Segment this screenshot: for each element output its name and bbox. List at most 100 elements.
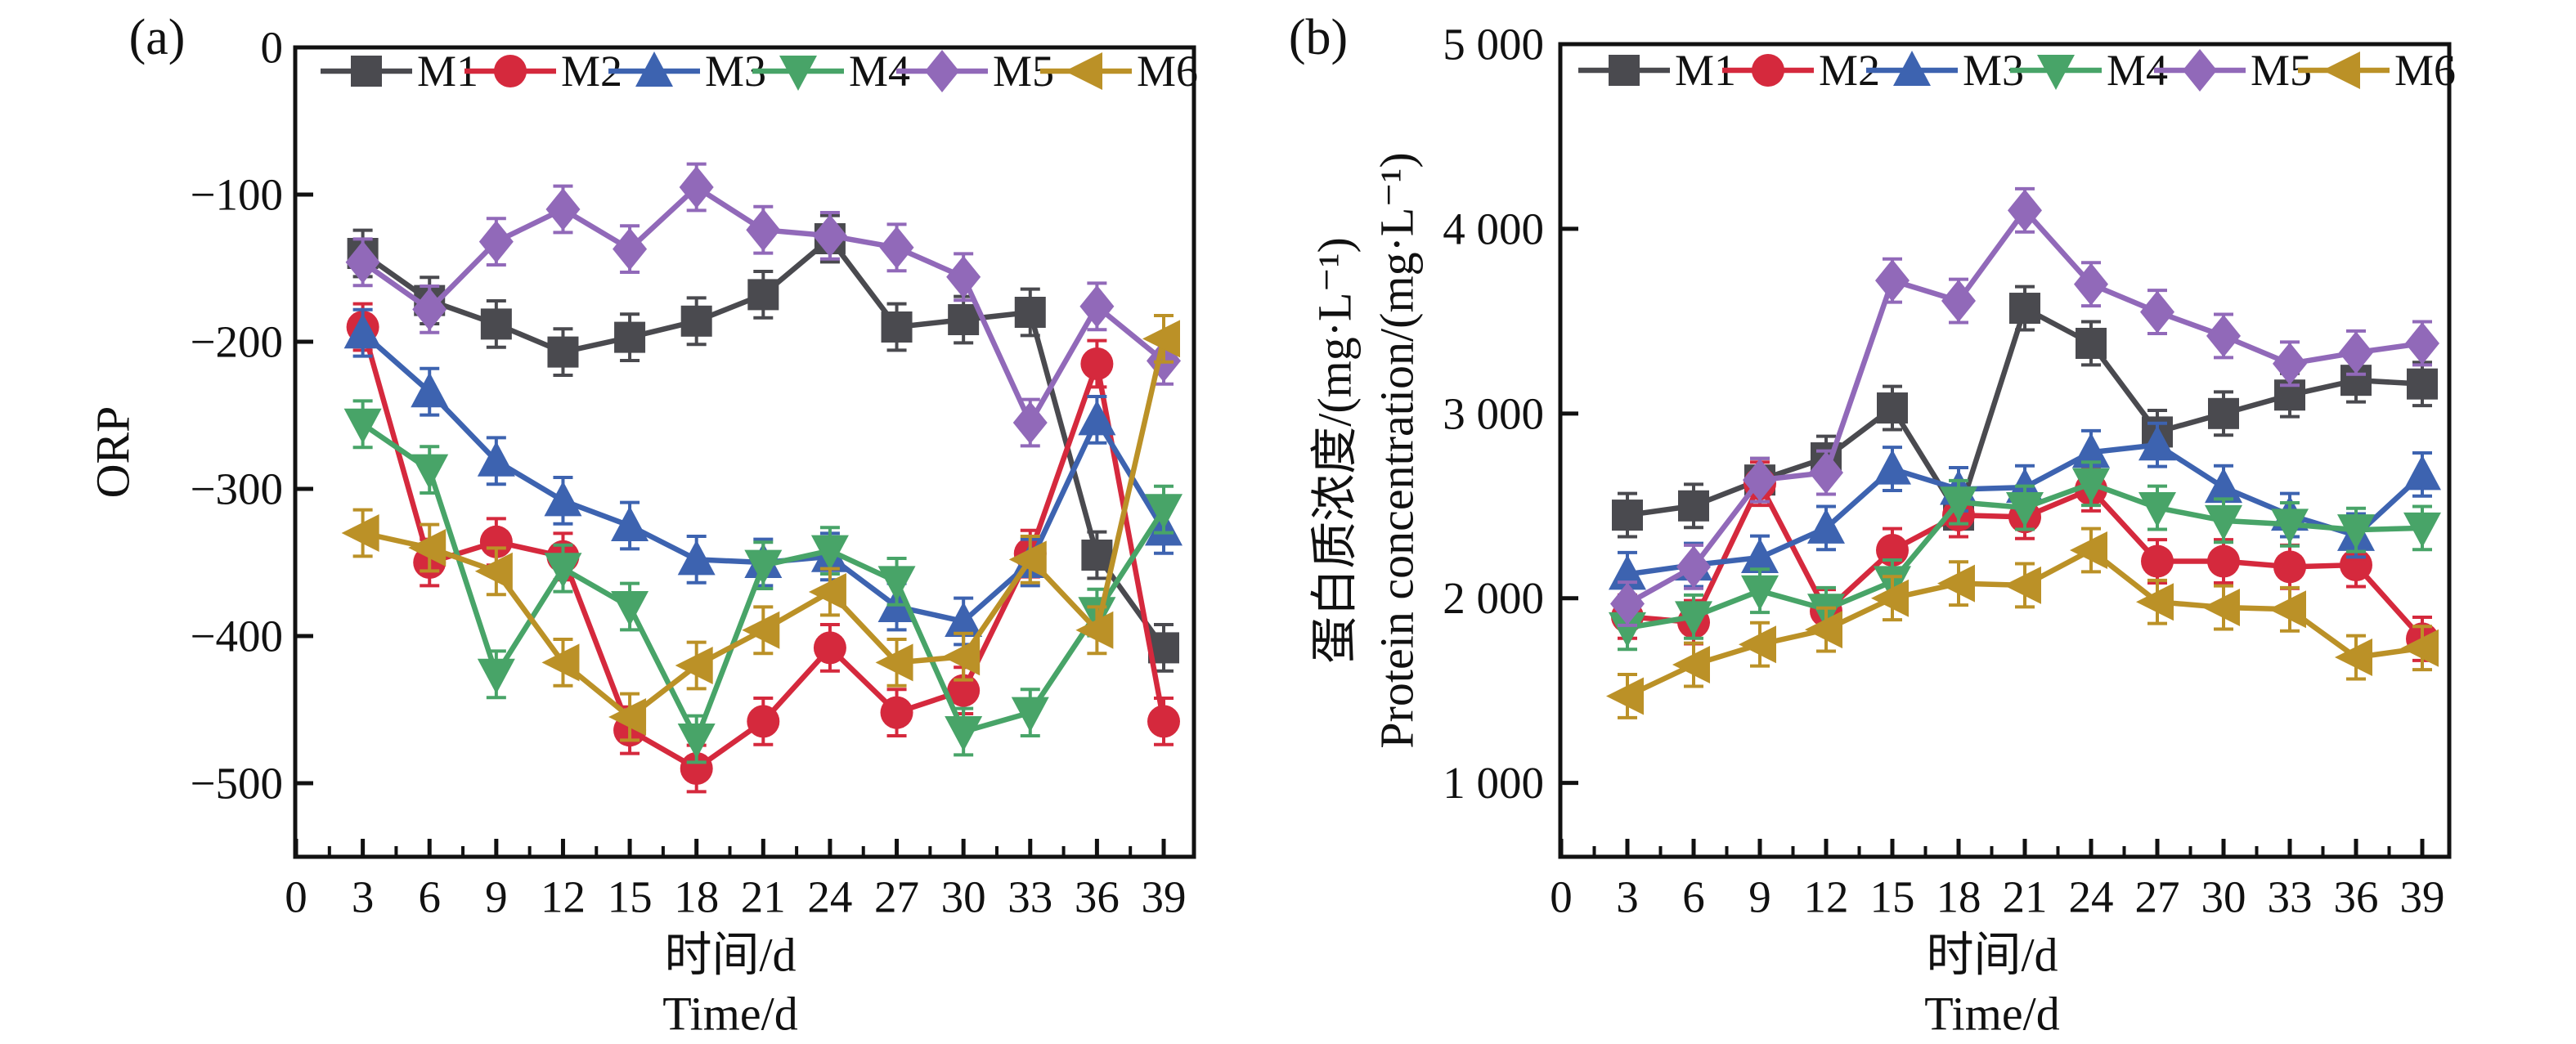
triangle-up-marker-icon (2205, 468, 2242, 504)
triangle-down-marker-icon (2138, 492, 2176, 528)
legend-item-M5: M5 (2154, 46, 2312, 95)
triangle-down-marker-icon (611, 591, 649, 626)
diamond-marker-icon (2074, 262, 2108, 306)
panel-a-x-tick-label: 0 (285, 872, 307, 922)
square-marker-icon (747, 279, 779, 311)
diamond-marker-icon (2273, 342, 2307, 385)
diamond-marker-icon (2008, 189, 2042, 232)
triangle-left-marker-icon (1075, 611, 1114, 649)
triangle-left-marker-icon (408, 529, 447, 567)
triangle-left-marker-icon (1672, 646, 1710, 684)
triangle-down-marker-icon (1741, 575, 1779, 611)
diamond-marker-icon (2339, 331, 2373, 374)
panel-a-series-M1 (347, 213, 1179, 673)
square-marker-icon (614, 321, 646, 353)
panel-a-y-tick-label: −100 (190, 170, 283, 220)
panel-b-x-tick-label: 3 (1616, 872, 1639, 922)
panel-b-x-title-cn: 时间/d (1926, 929, 2058, 982)
triangle-down-marker-icon (1940, 486, 1977, 522)
panel-a-x-tick-label: 39 (1142, 872, 1187, 922)
panel-a-y-tick-label: −500 (190, 759, 283, 809)
triangle-left-marker-icon (2269, 590, 2306, 629)
panel-b-x-axis: 0 3 6 9 12 15 18 21 24 27 30 33 36 39 (1550, 839, 2445, 922)
triangle-up-marker-icon (1893, 51, 1931, 86)
panel-a-y-title: ORP (87, 406, 140, 499)
triangle-down-marker-icon (2403, 512, 2441, 548)
diamond-marker-icon (812, 214, 847, 258)
panel-b-x-tick-label: 21 (2003, 872, 2048, 922)
triangle-down-marker-icon (544, 553, 582, 589)
triangle-up-marker-icon (343, 313, 382, 349)
triangle-left-marker-icon (1739, 625, 1776, 664)
legend-item-M4: M4 (2010, 46, 2168, 95)
triangle-up-marker-icon (411, 372, 449, 408)
triangle-left-marker-icon (1805, 611, 1842, 649)
panel-a-x-tick-label: 12 (541, 872, 586, 922)
panel-a-x-tick-label: 36 (1075, 872, 1120, 922)
diamond-marker-icon (412, 288, 447, 331)
circle-marker-icon (2207, 544, 2240, 578)
circle-marker-icon (813, 631, 846, 665)
panel-a-x-tick-label: 3 (352, 872, 375, 922)
triangle-up-marker-icon (2072, 432, 2110, 468)
triangle-down-marker-icon (1011, 697, 1049, 733)
panel-a-x-tick-label: 30 (941, 872, 986, 922)
panel-b-x-tick-label: 15 (1870, 872, 1915, 922)
legend-label-M6: M6 (2394, 46, 2456, 95)
square-marker-icon (2208, 397, 2239, 429)
triangle-down-marker-icon (2337, 514, 2375, 550)
panel-b-legend: M1 M2 M3 M4 M5 M6 (1578, 46, 2456, 95)
triangle-down-marker-icon (2072, 468, 2110, 504)
triangle-down-marker-icon (945, 716, 983, 751)
triangle-left-marker-icon (1937, 564, 1975, 603)
diamond-marker-icon (1079, 285, 1115, 328)
panel-b-x-tick-label: 24 (2069, 872, 2114, 922)
legend-label-M6: M6 (1137, 47, 1198, 96)
triangle-left-marker-icon (2322, 52, 2360, 89)
triangle-up-marker-icon (1807, 508, 1845, 544)
panel-a-x-title-cn: 时间/d (664, 929, 796, 982)
legend-item-M4: M4 (752, 47, 910, 96)
diamond-marker-icon (679, 166, 714, 208)
diamond-marker-icon (2405, 321, 2439, 365)
square-marker-icon (480, 308, 512, 340)
diamond-marker-icon (345, 240, 380, 284)
diamond-marker-icon (1875, 259, 1910, 302)
diamond-marker-icon (746, 208, 781, 252)
triangle-left-marker-icon (474, 552, 513, 590)
panel-b-y-tick-label: 1 000 (1443, 758, 1544, 808)
triangle-up-marker-icon (477, 441, 515, 477)
diamond-marker-icon (1941, 280, 1976, 323)
panel-b-x-tick-label: 18 (1936, 872, 1981, 922)
panel-b-x-tick-label: 12 (1804, 872, 1849, 922)
diamond-marker-icon (478, 220, 514, 263)
triangle-down-marker-icon (411, 454, 449, 490)
triangle-up-marker-icon (1741, 538, 1779, 574)
panel-b-x-tick-label: 30 (2201, 872, 2246, 922)
panel-b-y-tick-label: 3 000 (1443, 388, 1544, 438)
square-marker-icon (1877, 392, 1908, 424)
triangle-left-marker-icon (1065, 52, 1102, 90)
legend-item-M1: M1 (321, 47, 478, 96)
square-marker-icon (1081, 540, 1113, 571)
panel-a-x-title-en: Time/d (662, 988, 797, 1041)
panel-b-y-title-en: Protein concentration/(mg·L⁻¹) (1371, 152, 1424, 748)
triangle-left-marker-icon (2401, 629, 2439, 667)
panel-b-x-tick-label: 36 (2334, 872, 2379, 922)
panel-b-x-tick-label: 0 (1550, 872, 1573, 922)
panel-a-y-tick-label: −200 (190, 317, 283, 367)
triangle-left-marker-icon (1606, 677, 1644, 715)
diamond-marker-icon (2183, 49, 2217, 92)
triangle-left-marker-icon (742, 611, 780, 649)
triangle-up-marker-icon (544, 481, 582, 517)
triangle-up-marker-icon (1874, 449, 1911, 485)
triangle-left-marker-icon (1871, 579, 1909, 617)
panel-a-x-tick-label: 33 (1008, 872, 1052, 922)
panel-a-y-axis: 0 −100 −200 −300 −400 −500 (190, 23, 313, 809)
triangle-up-marker-icon (1078, 400, 1116, 436)
circle-marker-icon (1147, 705, 1180, 738)
circle-marker-icon (494, 55, 527, 87)
triangle-down-marker-icon (744, 549, 783, 585)
